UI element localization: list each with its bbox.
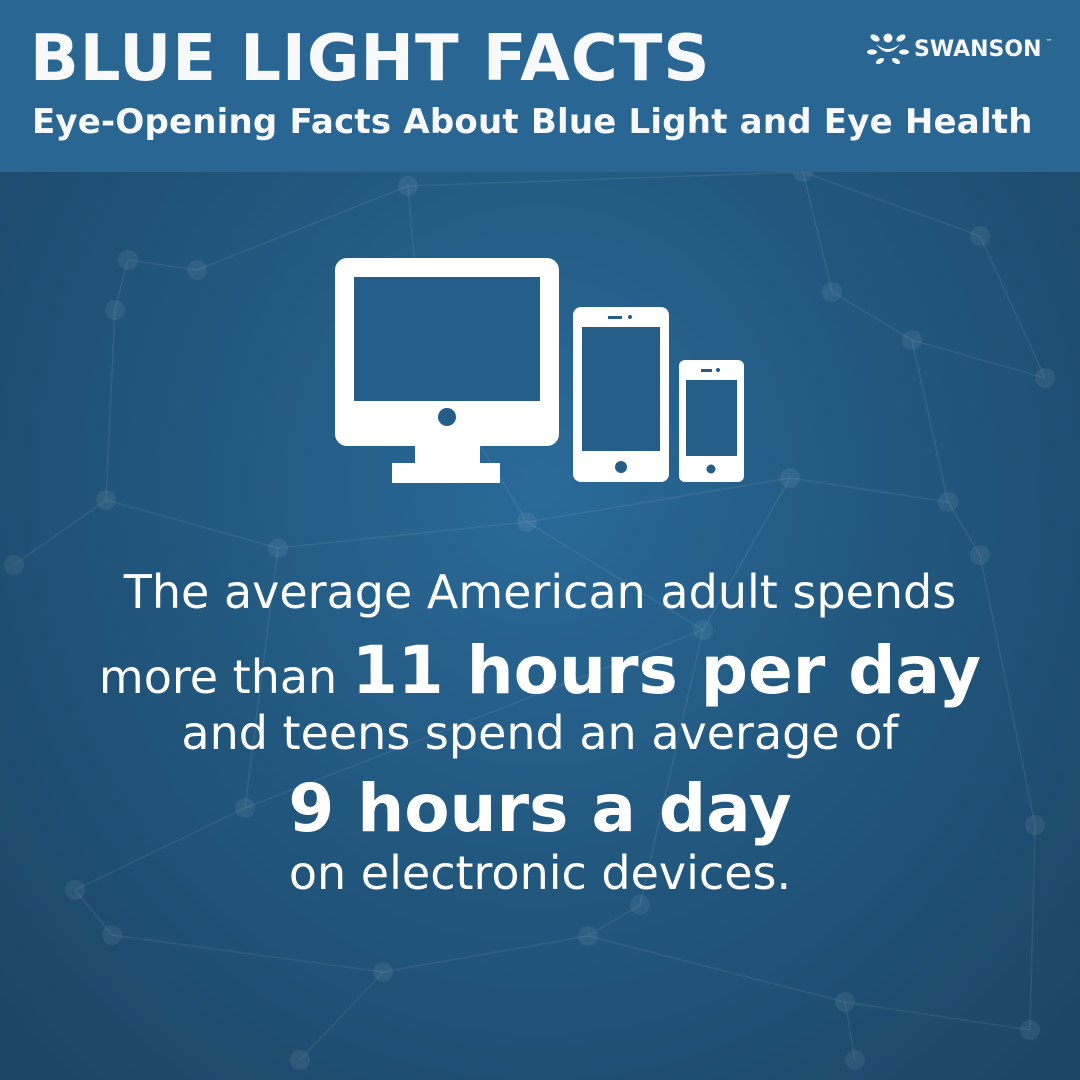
network-node	[187, 260, 207, 280]
network-line	[407, 171, 804, 187]
header-banner: BLUE LIGHT FACTS Eye-Opening Facts About…	[0, 0, 1080, 172]
devices-illustration	[335, 258, 744, 483]
network-node	[4, 555, 24, 575]
network-line	[802, 171, 981, 237]
network-node	[102, 925, 122, 945]
desktop-monitor-icon	[335, 258, 559, 483]
network-line	[979, 235, 1046, 379]
network-node	[105, 300, 125, 320]
network-node	[693, 620, 713, 640]
network-line	[831, 291, 913, 341]
network-node	[1020, 1020, 1040, 1040]
adult-hours-emphasis: 11 hours per day	[351, 632, 982, 709]
network-line	[105, 499, 279, 549]
fact-line-2: more than 11 hours per day	[0, 632, 1080, 709]
network-line	[947, 501, 981, 556]
network-node	[235, 798, 255, 818]
fact-line-2-prefix: more than	[98, 650, 352, 704]
network-node	[970, 545, 990, 565]
fact-line-1: The average American adult spends	[123, 565, 957, 619]
network-line	[526, 477, 791, 523]
network-node	[822, 282, 842, 302]
network-line	[244, 629, 704, 809]
tablet-icon	[573, 307, 669, 482]
logo-wordmark: SWANSON	[914, 36, 1042, 62]
network-node	[65, 880, 85, 900]
network-line	[74, 807, 246, 891]
network-node	[398, 176, 418, 196]
network-node	[938, 492, 958, 512]
trademark-symbol: ™	[1045, 38, 1053, 46]
network-line	[382, 935, 589, 973]
network-line	[299, 971, 384, 1061]
network-line	[911, 339, 949, 503]
page-subtitle: Eye-Opening Facts About Blue Light and E…	[32, 102, 1033, 142]
network-line	[114, 259, 129, 311]
network-line	[105, 309, 116, 501]
network-node	[630, 895, 650, 915]
network-node	[268, 538, 288, 558]
network-line	[802, 171, 833, 293]
network-node	[1025, 815, 1045, 835]
network-node	[845, 1050, 865, 1070]
network-node	[517, 512, 537, 532]
smartphone-icon	[679, 360, 744, 482]
network-line	[844, 1001, 856, 1061]
fact-line-5: on electronic devices.	[288, 846, 792, 900]
network-node	[373, 962, 393, 982]
network-node	[96, 490, 116, 510]
network-line	[587, 904, 641, 937]
network-node	[118, 250, 138, 270]
network-line	[277, 521, 528, 549]
network-line	[979, 554, 1036, 826]
network-node	[290, 1050, 310, 1070]
network-line	[127, 259, 198, 271]
network-line	[844, 1001, 1031, 1031]
page-title: BLUE LIGHT FACTS	[30, 22, 711, 96]
network-node	[902, 330, 922, 350]
network-line	[1029, 824, 1036, 1031]
network-line	[244, 547, 279, 809]
network-node	[835, 992, 855, 1012]
network-node	[1035, 368, 1055, 388]
swanson-logo: SWANSON ™	[866, 32, 1053, 66]
network-line	[789, 477, 949, 503]
network-node	[780, 468, 800, 488]
teen-hours-emphasis: 9 hours a day	[288, 770, 792, 847]
network-line	[526, 521, 704, 631]
network-line	[911, 339, 1046, 379]
network-line	[639, 629, 704, 906]
network-line	[74, 889, 113, 936]
fact-line-3: and teens spend an average of	[181, 706, 899, 760]
network-line	[111, 934, 384, 973]
network-line	[702, 477, 791, 631]
swanson-leaf-logo-icon	[867, 33, 909, 65]
network-line	[13, 499, 107, 566]
network-line	[587, 935, 846, 1003]
network-line	[196, 185, 409, 271]
network-node	[578, 926, 598, 946]
network-node	[970, 226, 990, 246]
